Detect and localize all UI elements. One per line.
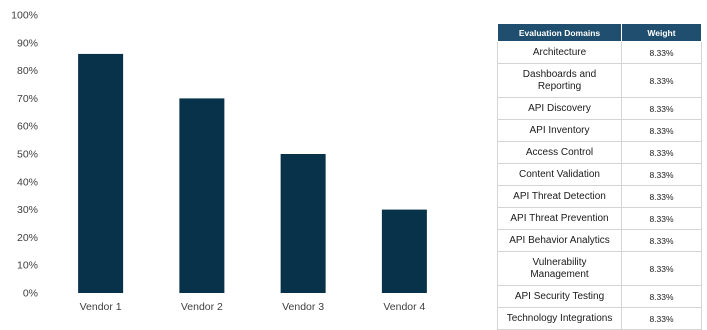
table-row: Vulnerability Management 8.33% bbox=[497, 251, 702, 286]
x-tick-label: Vendor 1 bbox=[80, 301, 122, 313]
table-row: Dashboards and Reporting 8.33% bbox=[497, 63, 702, 98]
weight-cell: 8.33% bbox=[621, 285, 702, 308]
table-row: Technology Integrations 8.33% bbox=[497, 307, 702, 330]
table-row: API Discovery 8.33% bbox=[497, 97, 702, 120]
table-header-row: Evaluation Domains Weight bbox=[497, 23, 702, 42]
y-tick-label: 30% bbox=[17, 204, 38, 216]
domain-cell: Dashboards and Reporting bbox=[497, 63, 622, 98]
table-row: Access Control 8.33% bbox=[497, 141, 702, 164]
domain-cell: API Threat Prevention bbox=[497, 207, 622, 230]
y-tick-label: 0% bbox=[23, 288, 38, 300]
y-tick-label: 10% bbox=[17, 260, 38, 272]
weight-cell: 8.33% bbox=[621, 251, 702, 286]
y-tick-label: 40% bbox=[17, 176, 38, 188]
weight-cell: 8.33% bbox=[621, 63, 702, 98]
y-tick-label: 100% bbox=[11, 10, 38, 22]
table-row: API Threat Prevention 8.33% bbox=[497, 207, 702, 230]
weight-cell: 8.33% bbox=[621, 229, 702, 252]
vendor-score-bar-chart: 0% 10% 20% 30% 40% 50% 60% 70% 80% 90% 100% Vendor… bbox=[11, 10, 427, 313]
weight-cell: 8.33% bbox=[621, 119, 702, 142]
table-row: API Behavior Analytics 8.33% bbox=[497, 229, 702, 252]
bars bbox=[78, 53, 427, 294]
weight-cell: 8.33% bbox=[621, 307, 702, 330]
weight-cell: 8.33% bbox=[621, 207, 702, 230]
evaluation-domains-table: Evaluation Domains Weight Architecture 8… bbox=[497, 23, 702, 330]
y-tick-label: 50% bbox=[17, 149, 38, 161]
y-tick-label: 70% bbox=[17, 93, 38, 105]
header-weight: Weight bbox=[621, 23, 702, 42]
domain-cell: API Inventory bbox=[497, 119, 622, 142]
bar bbox=[179, 98, 225, 294]
domain-cell: API Discovery bbox=[497, 97, 622, 120]
y-tick-label: 90% bbox=[17, 37, 38, 49]
weight-cell: 8.33% bbox=[621, 163, 702, 186]
bar bbox=[78, 53, 124, 293]
table-row: API Security Testing 8.33% bbox=[497, 285, 702, 308]
domain-cell: API Threat Detection bbox=[497, 185, 622, 208]
y-tick-label: 60% bbox=[17, 121, 38, 133]
table-row: Architecture 8.33% bbox=[497, 41, 702, 64]
table-row: API Inventory 8.33% bbox=[497, 119, 702, 142]
domain-cell: Technology Integrations bbox=[497, 307, 622, 330]
domain-cell: API Behavior Analytics bbox=[497, 229, 622, 252]
weight-cell: 8.33% bbox=[621, 41, 702, 64]
weight-cell: 8.33% bbox=[621, 185, 702, 208]
bar bbox=[381, 209, 427, 293]
table-row: Content Validation 8.33% bbox=[497, 163, 702, 186]
domain-cell: Vulnerability Management bbox=[497, 251, 622, 286]
domain-cell: API Security Testing bbox=[497, 285, 622, 308]
y-tick-label: 20% bbox=[17, 232, 38, 244]
x-axis: Vendor 1 Vendor 2 Vendor 3 Vendor 4 bbox=[80, 301, 426, 313]
y-tick-label: 80% bbox=[17, 65, 38, 77]
domain-cell: Access Control bbox=[497, 141, 622, 164]
table-row: API Threat Detection 8.33% bbox=[497, 185, 702, 208]
x-tick-label: Vendor 2 bbox=[181, 301, 223, 313]
x-tick-label: Vendor 3 bbox=[282, 301, 324, 313]
domain-cell: Architecture bbox=[497, 41, 622, 64]
weight-cell: 8.33% bbox=[621, 97, 702, 120]
y-axis: 0% 10% 20% 30% 40% 50% 60% 70% 80% 90% 100% bbox=[11, 10, 38, 300]
bar bbox=[280, 154, 326, 293]
domain-cell: Content Validation bbox=[497, 163, 622, 186]
x-tick-label: Vendor 4 bbox=[383, 301, 425, 313]
weight-cell: 8.33% bbox=[621, 141, 702, 164]
header-evaluation-domains: Evaluation Domains bbox=[497, 23, 622, 42]
